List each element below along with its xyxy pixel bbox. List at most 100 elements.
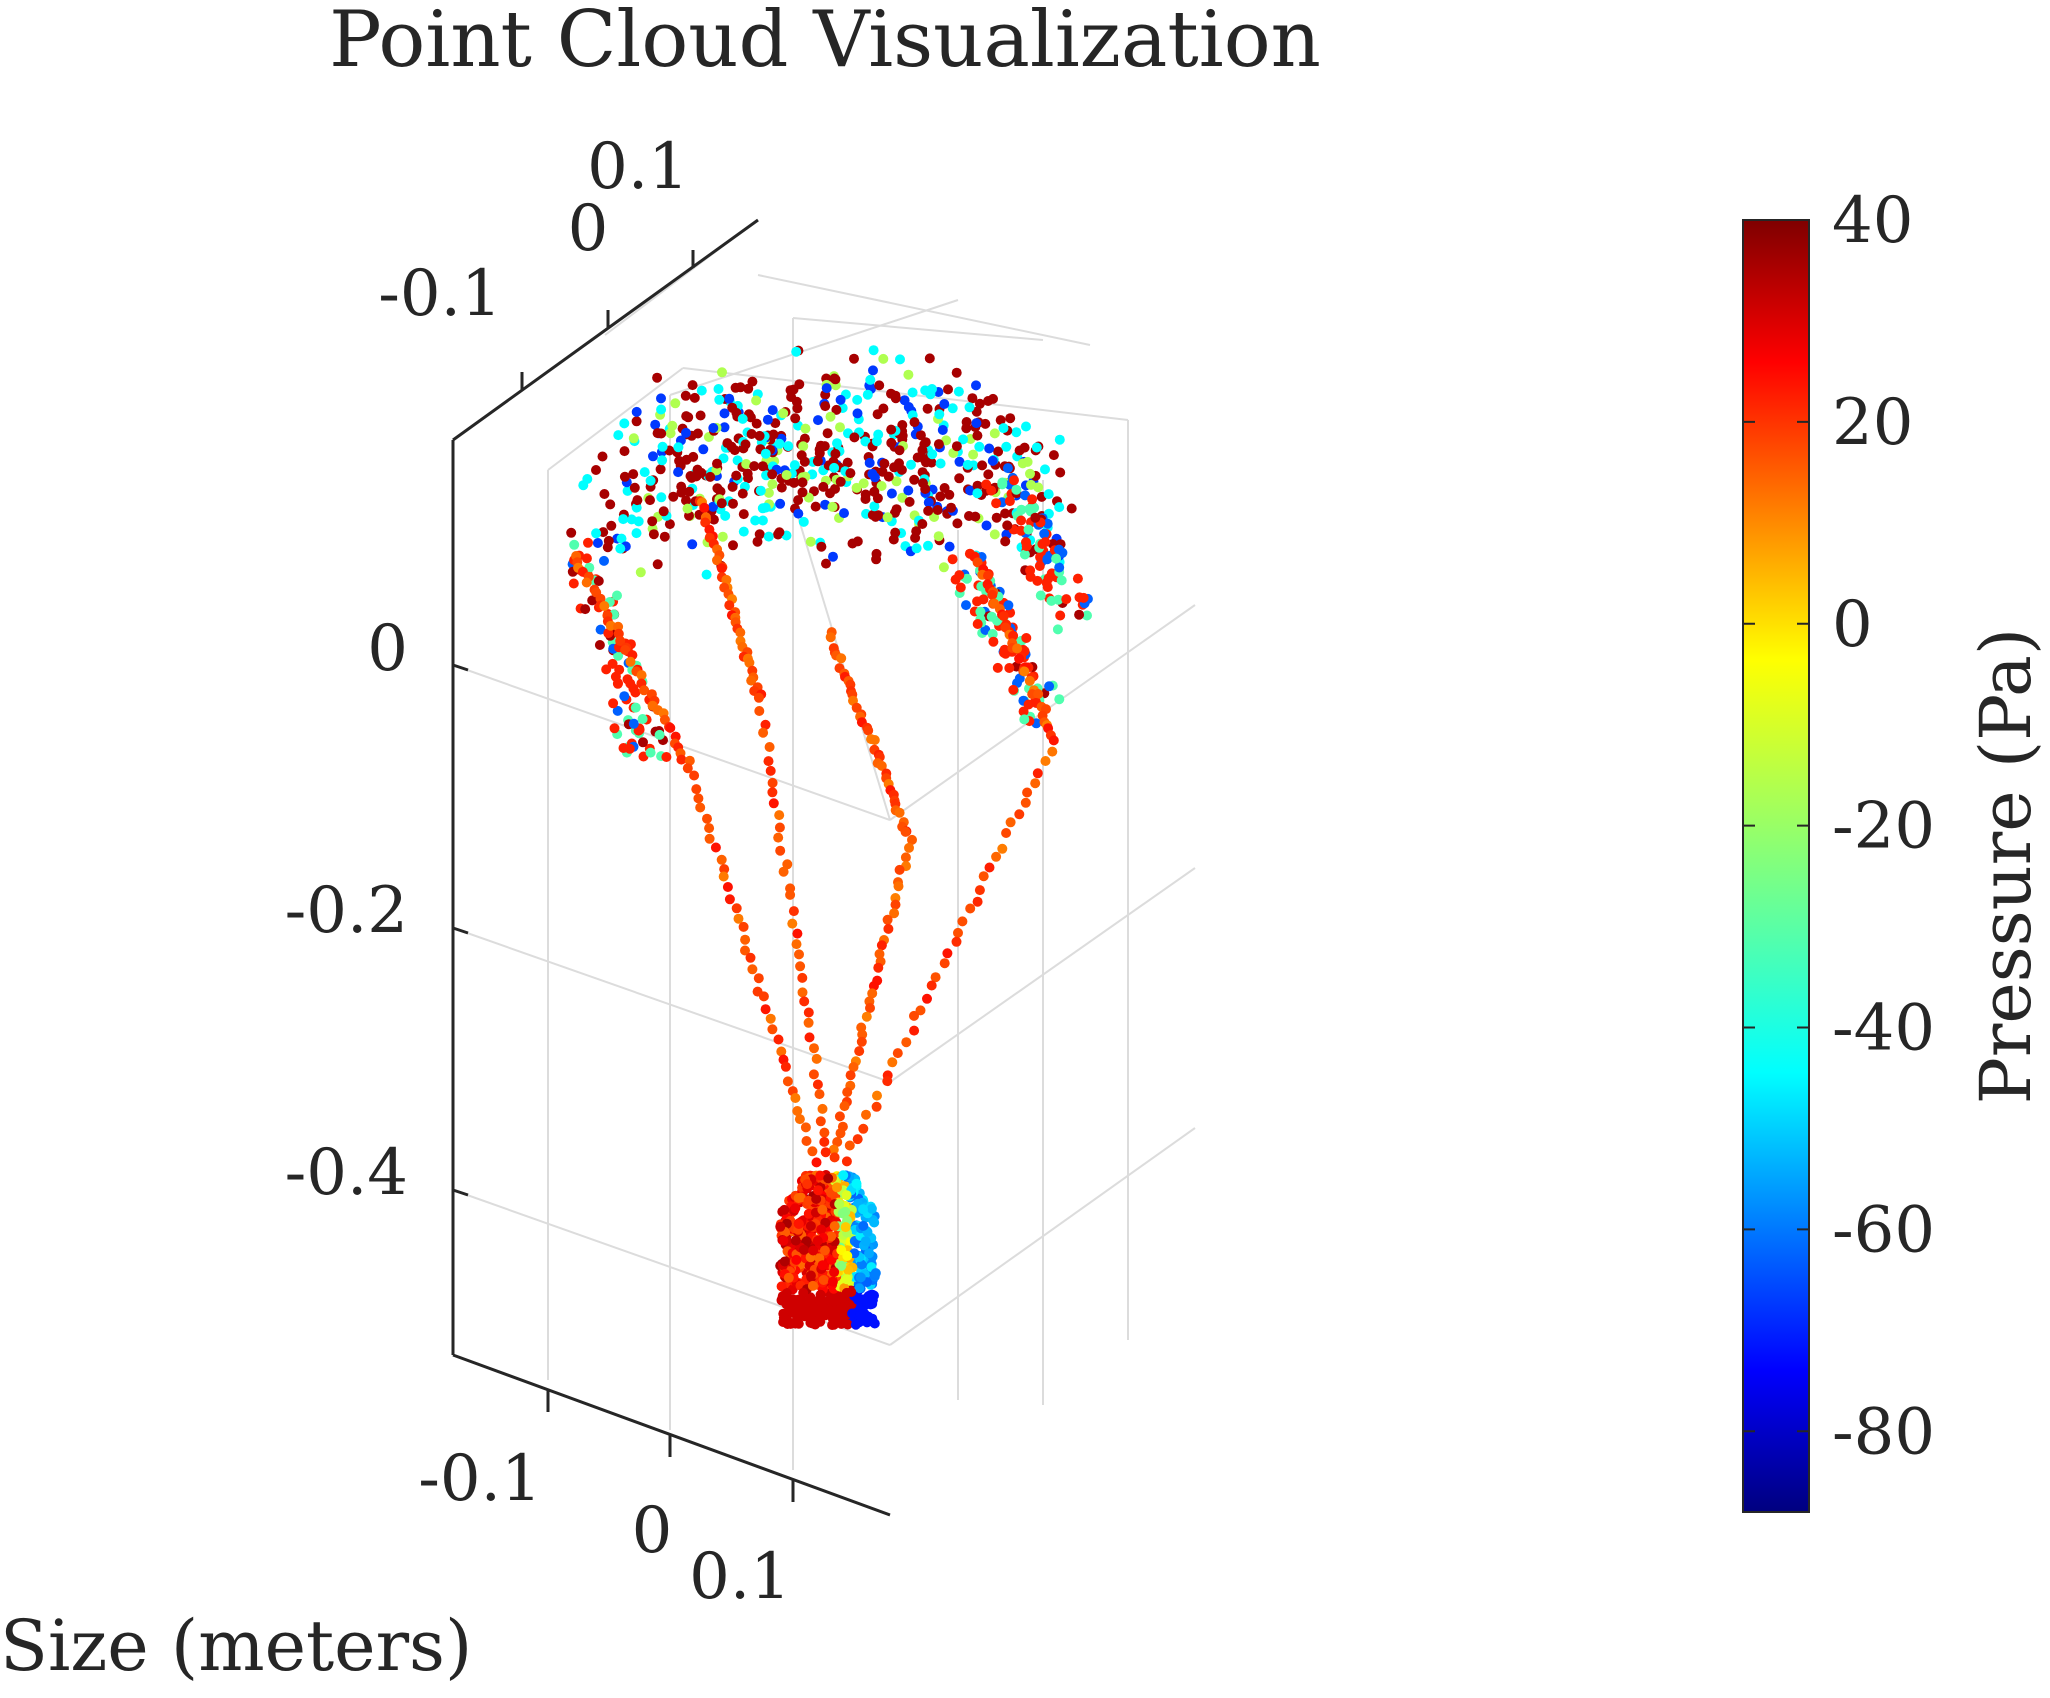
data-point [867,988,878,999]
data-point [897,420,908,430]
data-point [629,482,640,493]
data-point [893,881,904,892]
data-point [608,698,619,709]
data-point [842,457,853,468]
data-point [740,439,751,450]
data-point [839,1101,850,1112]
data-point [737,488,748,499]
data-point [835,394,846,405]
data-point [1074,609,1085,620]
data-point [798,1287,809,1298]
data-point [787,918,798,929]
data-point [620,645,631,655]
data-point [757,515,768,526]
data-point [1024,504,1035,514]
data-point [1014,653,1025,664]
data-point [918,478,928,489]
data-point [991,512,1002,523]
data-point [857,1029,868,1040]
data-point [1054,694,1065,705]
data-point [595,624,606,635]
data-point [907,834,917,845]
data-point [816,1224,827,1235]
data-point [860,1236,871,1247]
data-point [791,1254,802,1265]
data-point [814,1089,825,1100]
data-point [944,541,955,552]
data-point [1055,610,1066,621]
data-point [747,376,758,387]
data-point [1020,797,1031,808]
data-point [757,461,768,472]
colorbar-tick-label: -40 [1832,992,1935,1066]
data-point [775,845,786,856]
data-point [891,476,902,487]
data-point [883,923,894,934]
data-point [854,1283,865,1294]
data-point [835,1128,846,1139]
data-point [817,1260,828,1271]
data-point [738,921,749,932]
data-point [851,1178,862,1189]
data-point [926,980,937,991]
data-point [974,885,985,896]
data-point [799,996,810,1007]
data-point [1025,468,1035,479]
data-point [760,719,771,730]
data-point [889,462,900,473]
data-point [636,670,647,681]
data-point [1019,666,1030,677]
data-point [774,438,785,449]
data-point [987,589,998,600]
data-point [1066,503,1077,514]
data-point [834,1111,845,1122]
data-point [628,469,639,480]
data-point [581,553,592,564]
data-point [722,882,733,892]
data-point [680,390,691,401]
data-point [695,802,706,813]
data-point [962,573,972,584]
data-point [782,1076,793,1087]
data-point [635,567,646,578]
data-point [858,478,869,489]
data-point [803,1007,814,1018]
data-point [631,528,642,539]
data-point [864,1248,875,1259]
data-point [767,1024,778,1035]
data-point [656,404,667,415]
data-point [909,474,920,485]
data-point [878,353,889,364]
data-point [937,425,948,435]
data-point [876,940,887,951]
data-point [984,443,995,454]
data-point [773,1034,784,1045]
data-point [676,754,687,765]
data-point [965,903,976,914]
data-point [716,498,727,509]
data-point [767,469,778,480]
data-point [673,467,684,478]
data-point [605,499,616,510]
data-point [637,714,648,724]
data-point [967,393,978,404]
data-point [1002,520,1013,531]
data-point [767,479,778,490]
data-point [593,576,604,586]
data-point [923,497,934,508]
data-point [795,961,806,972]
data-point [652,559,663,570]
data-point [813,415,823,426]
data-point [594,640,605,650]
data-point [794,1114,805,1125]
data-point [861,1011,872,1022]
data-point [710,842,721,853]
data-point [951,441,962,452]
colorbar-tick-label: -80 [1832,1395,1935,1469]
data-point [972,557,983,568]
data-point [619,446,630,457]
data-point [798,516,809,527]
data-point [954,456,965,467]
data-point [1030,778,1041,789]
data-point [615,635,626,646]
